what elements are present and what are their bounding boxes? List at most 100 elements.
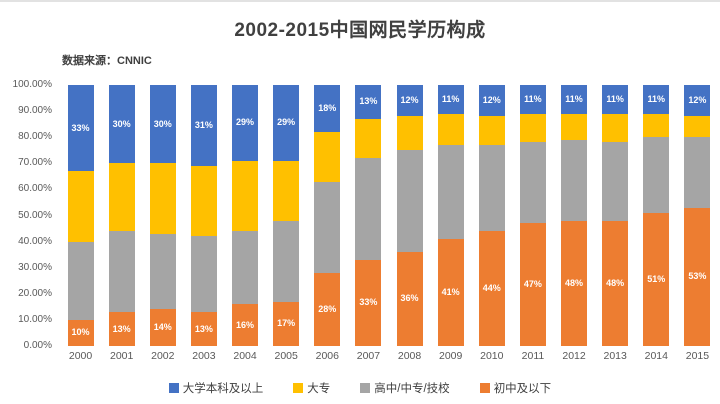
stacked-bar-2006[interactable]: 18% 28% [314, 85, 341, 346]
bar-segment[interactable] [396, 116, 423, 151]
y-axis-tick-label: 70.00% [18, 157, 52, 169]
bar-segment[interactable] [190, 236, 217, 313]
bar-segment[interactable] [643, 113, 670, 138]
legend-item[interactable]: 初中及以下 [479, 380, 551, 396]
bar-segment[interactable]: 13% [108, 312, 135, 346]
bar-segment[interactable] [232, 231, 259, 305]
bar-segment[interactable]: 44% [478, 231, 505, 346]
stacked-bar-2004[interactable]: 29% 16% [232, 85, 259, 346]
legend-label: 大学本科及以上 [182, 383, 264, 395]
bar-column-2014: 11% 51% [636, 85, 677, 346]
bar-segment[interactable]: 47% [519, 223, 546, 346]
bar-segment[interactable] [602, 113, 629, 143]
bar-column-2002: 30% 14% [142, 85, 183, 346]
bar-segment[interactable]: 17% [273, 301, 300, 346]
bar-segment[interactable] [561, 113, 588, 140]
bar-segment[interactable] [602, 142, 629, 221]
legend-item[interactable]: 大专 [293, 380, 330, 396]
bar-segment[interactable]: 33% [355, 259, 382, 346]
bar-segment[interactable] [684, 137, 711, 208]
bar-segment[interactable]: 28% [314, 272, 341, 346]
bar-segment[interactable] [396, 150, 423, 253]
bar-segment[interactable] [232, 160, 259, 232]
bar-segment[interactable] [684, 116, 711, 138]
bar-segment[interactable]: 16% [232, 304, 259, 346]
legend-item[interactable]: 大学本科及以上 [168, 380, 264, 396]
bar-segment[interactable] [190, 165, 217, 237]
bar-segment[interactable] [437, 145, 464, 239]
bar-segment[interactable]: 11% [437, 85, 464, 114]
bar-segment[interactable]: 31% [190, 85, 217, 166]
bar-segment[interactable]: 13% [355, 85, 382, 119]
bar-segment[interactable]: 29% [232, 85, 259, 161]
bar-segment[interactable]: 11% [561, 85, 588, 114]
bar-segment[interactable]: 41% [437, 238, 464, 346]
stacked-bar-2008[interactable]: 12% 36% [396, 85, 423, 346]
bar-segment[interactable]: 48% [602, 220, 629, 346]
stacked-bar-2003[interactable]: 31% 13% [190, 85, 217, 346]
chart-title: 2002-2015中国网民学历构成 [234, 20, 486, 41]
plot-area: 33% 10% 30% 13% 30% 14% 31% 13% 29% 16% 29% 17% 18% 2… [60, 85, 718, 346]
data-label: 48% [565, 277, 584, 288]
stacked-bar-2007[interactable]: 13% 33% [355, 85, 382, 346]
bar-segment[interactable]: 10% [67, 319, 94, 346]
stacked-bar-2011[interactable]: 11% 47% [519, 85, 546, 346]
bar-segment[interactable] [355, 158, 382, 260]
legend-item[interactable]: 高中/中专/技校 [360, 380, 450, 396]
y-axis-tick-label: 50.00% [18, 209, 52, 221]
bar-segment[interactable] [314, 181, 341, 273]
stacked-bar-2002[interactable]: 30% 14% [149, 85, 176, 346]
stacked-bar-2001[interactable]: 30% 13% [108, 85, 135, 346]
data-label: 33% [359, 297, 378, 308]
bar-segment[interactable] [561, 139, 588, 221]
bar-segment[interactable]: 12% [684, 85, 711, 117]
bar-segment[interactable] [108, 163, 135, 232]
bar-segment[interactable]: 11% [519, 85, 546, 114]
bar-segment[interactable] [478, 145, 505, 232]
bar-segment[interactable] [149, 233, 176, 310]
x-axis: 2000 2001 2002 2003 2004 2005 2006 2007 2008 2009… [60, 350, 718, 362]
bar-segment[interactable]: 18% [314, 85, 341, 132]
bar-segment[interactable]: 13% [190, 312, 217, 346]
bar-segment[interactable]: 12% [396, 85, 423, 117]
data-label: 11% [524, 93, 542, 104]
bar-segment[interactable] [67, 241, 94, 320]
bar-segment[interactable]: 51% [643, 212, 670, 346]
stacked-bar-2013[interactable]: 11% 48% [602, 85, 629, 346]
y-axis-tick-label: 90.00% [18, 105, 52, 117]
bar-segment[interactable]: 14% [149, 309, 176, 346]
bar-segment[interactable] [437, 113, 464, 146]
bar-segment[interactable]: 36% [396, 252, 423, 346]
bar-segment[interactable]: 29% [273, 85, 300, 161]
bar-segment[interactable]: 53% [684, 207, 711, 346]
bar-segment[interactable] [314, 131, 341, 182]
bar-segment[interactable] [108, 231, 135, 313]
bar-segment[interactable] [273, 160, 300, 221]
stacked-bar-2000[interactable]: 33% 10% [67, 85, 94, 346]
bar-segment[interactable]: 11% [643, 85, 670, 114]
y-axis-tick-label: 0.00% [23, 340, 52, 351]
bar-column-2011: 11% 47% [512, 85, 553, 346]
stacked-bar-2015[interactable]: 12% 53% [684, 85, 711, 346]
stacked-bar-2014[interactable]: 11% 51% [643, 85, 670, 346]
bar-segment[interactable]: 30% [149, 85, 176, 164]
bar-segment[interactable]: 12% [478, 85, 505, 117]
stacked-bar-2005[interactable]: 29% 17% [273, 85, 300, 346]
stacked-bar-2009[interactable]: 11% 41% [437, 85, 464, 346]
bar-segment[interactable]: 33% [67, 85, 94, 172]
bar-segment[interactable] [478, 116, 505, 146]
legend-swatch-icon [479, 383, 490, 393]
stacked-bar-2012[interactable]: 11% 48% [561, 85, 588, 346]
bar-segment[interactable] [149, 163, 176, 234]
bar-segment[interactable] [355, 118, 382, 159]
stacked-bar-2010[interactable]: 12% 44% [478, 85, 505, 346]
x-axis-tick-label: 2014 [644, 350, 668, 362]
bar-segment[interactable]: 11% [602, 85, 629, 114]
bar-segment[interactable]: 30% [108, 85, 135, 164]
bar-segment[interactable] [519, 113, 546, 143]
bar-segment[interactable] [67, 171, 94, 242]
bar-segment[interactable] [273, 220, 300, 302]
bar-segment[interactable]: 48% [561, 220, 588, 346]
bar-segment[interactable] [643, 137, 670, 213]
bar-segment[interactable] [519, 142, 546, 224]
